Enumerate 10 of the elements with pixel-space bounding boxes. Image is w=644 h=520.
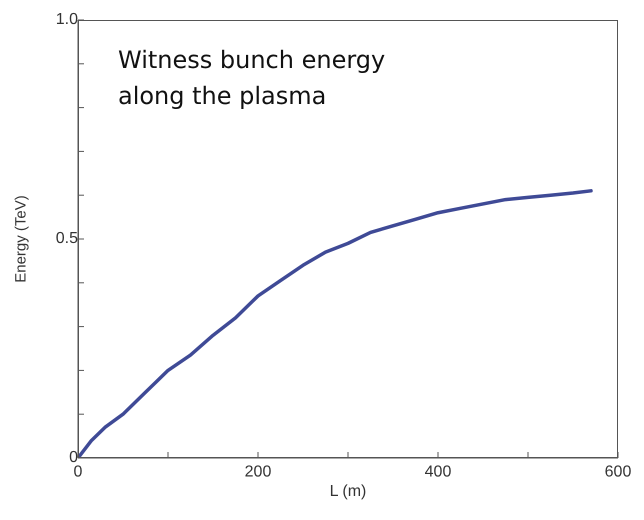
y-tick-label: 0 xyxy=(69,449,78,466)
y-tick-label: 0.5 xyxy=(56,230,78,248)
x-tick-label: 400 xyxy=(424,463,452,480)
line-series xyxy=(78,189,593,458)
x-tick-label: 200 xyxy=(244,463,272,480)
x-axis-title: L (m) xyxy=(330,483,366,500)
text: Witness bunch energy along the plasma xyxy=(118,45,386,112)
y-axis-title: Energy (TeV) xyxy=(12,195,30,283)
x-tick-label: 600 xyxy=(604,463,632,480)
y-tick-label: 1.0 xyxy=(56,11,78,28)
